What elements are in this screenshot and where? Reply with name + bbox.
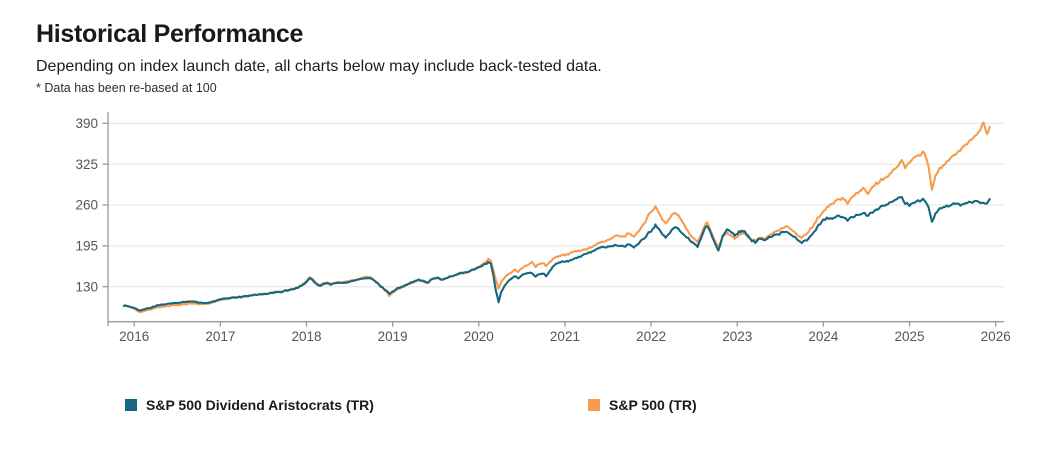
- x-axis-tick-label: 2021: [550, 329, 580, 344]
- legend-label-aristocrats: S&P 500 Dividend Aristocrats (TR): [146, 397, 374, 413]
- y-axis-tick-label: 325: [75, 157, 98, 172]
- x-axis: 2016 2017 2018 2019 2020 2021 2022 2023 2024 2025…: [119, 321, 1011, 344]
- x-axis-tick-label: 2026: [981, 329, 1011, 344]
- x-axis-tick-label: 2022: [636, 329, 666, 344]
- x-axis-tick-label: 2024: [808, 329, 839, 344]
- chart-subtitle: Depending on index launch date, all char…: [36, 58, 602, 75]
- page-title: Historical Performance: [36, 20, 304, 48]
- legend-item-sp500[interactable]: S&P 500 (TR): [588, 397, 697, 413]
- legend-swatch-sp500: [588, 399, 600, 411]
- series-line-sp500: [122, 121, 991, 314]
- y-axis-tick-label: 130: [75, 279, 98, 294]
- chart-header: Historical Performance Depending on inde…: [36, 20, 602, 95]
- rebase-note: * Data has been re-based at 100: [36, 81, 217, 95]
- x-axis-tick-label: 2025: [895, 329, 925, 344]
- legend-label-sp500: S&P 500 (TR): [609, 397, 697, 413]
- gridlines: [108, 122, 1004, 288]
- axes: [107, 112, 1004, 327]
- y-axis-tick-label: 260: [75, 198, 98, 213]
- y-axis-tick-label: 195: [75, 239, 98, 254]
- x-axis-tick-label: 2023: [722, 329, 752, 344]
- y-axis: 130 195 260 325 390: [75, 116, 108, 294]
- x-axis-tick-label: 2016: [119, 329, 149, 344]
- x-axis-tick-label: 2019: [378, 329, 408, 344]
- x-axis-tick-label: 2017: [205, 329, 235, 344]
- x-axis-tick-label: 2020: [464, 329, 494, 344]
- x-axis-tick-label: 2018: [291, 329, 321, 344]
- legend-item-dividend-aristocrats[interactable]: S&P 500 Dividend Aristocrats (TR): [125, 397, 374, 413]
- chart-legend: S&P 500 Dividend Aristocrats (TR) S&P 50…: [0, 397, 1054, 421]
- legend-swatch-aristocrats: [125, 399, 137, 411]
- series-line-dividend-aristocrats: [122, 195, 991, 312]
- y-axis-tick-label: 390: [75, 116, 98, 131]
